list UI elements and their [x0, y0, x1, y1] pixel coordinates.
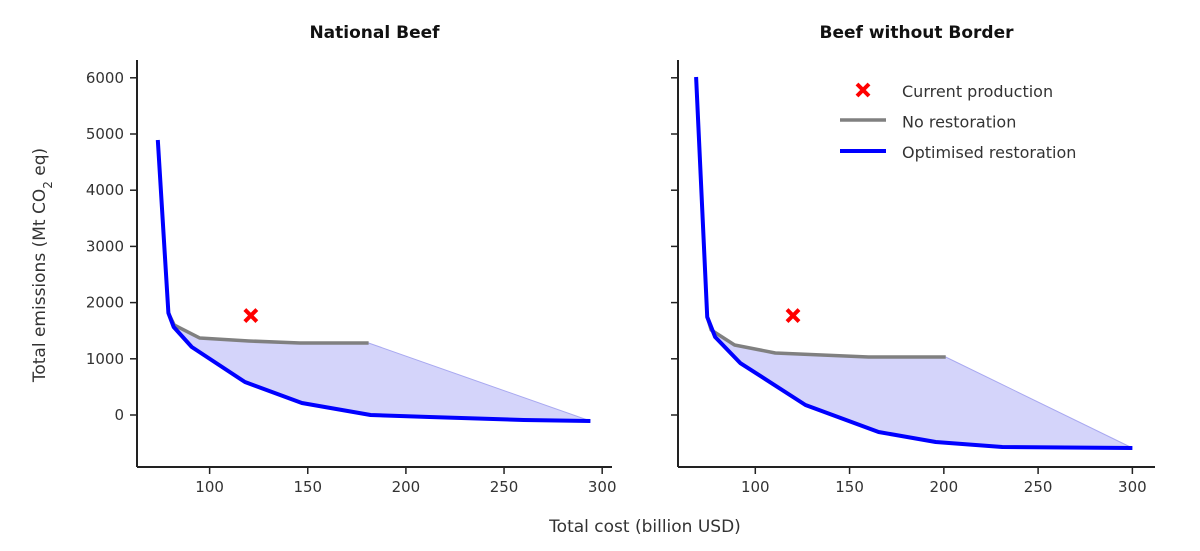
x-tick-label: 100 — [741, 478, 770, 496]
current-production-marker — [785, 308, 801, 323]
y-tick-label: 1000 — [86, 350, 124, 368]
y-tick-label: 6000 — [86, 69, 124, 87]
panel-0: National Beef 0 1000 2000 3000 4000 5000 6000 10… — [86, 23, 617, 496]
x-tick-label: 150 — [293, 478, 322, 496]
y-tick-label: 2000 — [86, 294, 124, 312]
y-axis-label: Total emissions (Mt CO2 eq) — [30, 148, 55, 383]
legend-optimised-label: Optimised restoration — [902, 143, 1076, 162]
fill-area — [695, 76, 1133, 449]
x-tick-label: 250 — [490, 478, 519, 496]
legend-no-restoration-label: No restoration — [902, 113, 1016, 132]
x-tick-label: 100 — [195, 478, 224, 496]
legend-current-marker — [855, 82, 871, 98]
x-tick-label: 200 — [392, 478, 421, 496]
current-production-marker — [243, 308, 259, 323]
x-tick-label: 150 — [835, 478, 864, 496]
optimised-restoration-line — [694, 76, 1133, 450]
y-tick-label: 5000 — [86, 125, 124, 143]
x-tick-label: 300 — [1118, 478, 1147, 496]
x-tick-label: 250 — [1024, 478, 1053, 496]
panel-title: Beef without Border — [819, 23, 1014, 43]
fill-area — [157, 139, 591, 422]
x-tick-label: 300 — [588, 478, 617, 496]
x-axis-label: Total cost (billion USD) — [548, 517, 741, 537]
panel-1: Beef without Border 100 150 200 250 300 Curren… — [671, 23, 1155, 496]
optimised-restoration-line — [155, 139, 591, 424]
x-tick-label: 200 — [930, 478, 959, 496]
y-tick-label: 3000 — [86, 237, 124, 255]
legend-current-label: Current production — [902, 82, 1053, 101]
legend: Current production No restoration Optimise… — [840, 82, 1076, 162]
no-restoration-line — [166, 312, 369, 345]
y-tick-label: 4000 — [86, 181, 124, 199]
y-tick-label: 0 — [114, 406, 124, 424]
panel-title: National Beef — [309, 23, 440, 43]
